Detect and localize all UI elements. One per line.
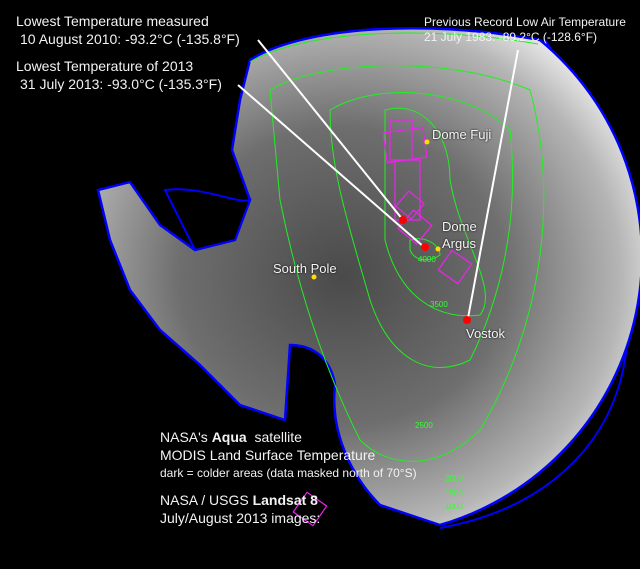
contour-label-4000: 4000	[418, 255, 436, 264]
contour-3000	[329, 92, 514, 368]
annotation-lowest-2013-value: 31 July 2013: -93.0°C (-135.3°F)	[20, 76, 222, 92]
vostok-marker	[463, 316, 471, 324]
label-vostok: Vostok	[466, 326, 506, 341]
pointer-vostok	[467, 49, 519, 319]
ice-sheet	[96, 27, 640, 527]
legend-aqua-suffix: satellite	[246, 429, 302, 445]
dome-argus-marker	[435, 246, 441, 252]
contour-label-1000: 1000	[445, 502, 463, 511]
legend-landsat-prefix: NASA / USGS	[160, 492, 253, 508]
contour-label-1500: 1500	[445, 489, 463, 498]
legend-landsat-swatch	[292, 491, 328, 527]
annotation-previous-record-value: 21 July 1983: -89.2°C (-128.6°F)	[424, 30, 598, 44]
legend-landsat: NASA / USGS Landsat 8	[160, 492, 318, 509]
contour-4000	[409, 238, 441, 261]
legend-aqua-prefix: NASA's	[160, 429, 212, 445]
legend-landsat-note: July/August 2013 images:	[160, 510, 321, 526]
contour-label-2000: 2000	[445, 474, 463, 483]
annotation-lowest-2013-title: Lowest Temperature of 2013	[16, 58, 194, 74]
contour-label-2500: 2500	[415, 421, 433, 430]
annotation-lowest-measured-title: Lowest Temperature measured	[16, 13, 209, 29]
label-dome-argus: Dome Argus	[442, 219, 477, 251]
label-dome-fuji: Dome Fuji	[432, 127, 492, 142]
legend-landsat-bold: Landsat 8	[252, 492, 318, 508]
contour-3500	[384, 107, 486, 317]
legend-aqua: NASA's Aqua satellite	[160, 429, 302, 446]
pointer-2010	[257, 39, 404, 221]
ross-sea-inlet	[163, 188, 252, 252]
record-2013-marker	[421, 243, 429, 251]
legend-modis: MODIS Land Surface Temperature	[160, 447, 376, 463]
contour-2500	[269, 65, 545, 462]
coastline-green	[249, 32, 539, 63]
legend-modis-note: dark = colder areas (data masked north o…	[160, 466, 417, 480]
landsat-footprint	[395, 190, 425, 220]
annotation-previous-record-title: Previous Record Low Air Temperature	[424, 15, 626, 29]
pointer-2013	[237, 84, 425, 248]
landsat-footprints	[292, 119, 473, 527]
label-south-pole: South Pole	[273, 261, 337, 276]
landsat-footprint	[437, 249, 473, 285]
annotation-lowest-measured-value: 10 August 2010: -93.2°C (-135.8°F)	[20, 31, 240, 47]
record-2010-marker	[399, 216, 407, 224]
south-pole-marker	[311, 274, 317, 280]
dome-fuji-marker	[424, 139, 430, 145]
legend-aqua-bold: Aqua	[211, 429, 247, 445]
contour-label-3500: 3500	[430, 300, 448, 309]
landsat-footprint	[394, 159, 421, 221]
